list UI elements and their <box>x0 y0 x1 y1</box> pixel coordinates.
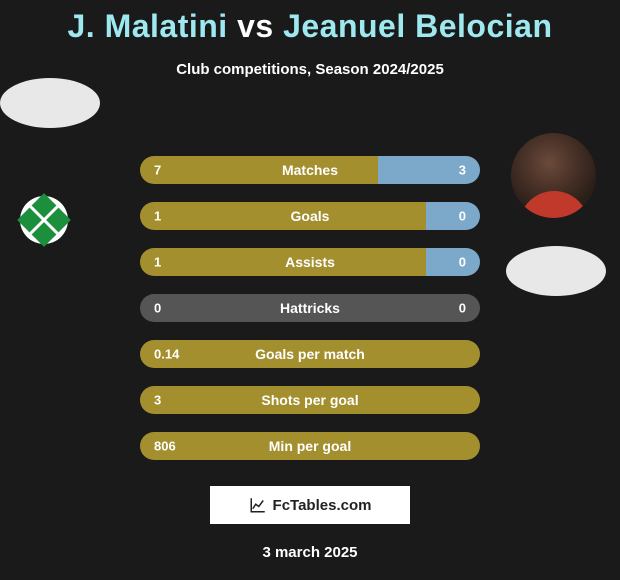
bar-left-fill <box>140 156 378 184</box>
chart-icon <box>249 496 267 514</box>
player2-name: Jeanuel Belocian <box>283 8 552 44</box>
bar-right-value: 3 <box>459 163 466 178</box>
watermark-text: FcTables.com <box>273 497 372 514</box>
bar-right-value: 0 <box>459 255 466 270</box>
stat-bar: 0.14 Goals per match <box>140 340 480 368</box>
player2-avatar <box>511 133 596 218</box>
bar-left-value: 3 <box>154 393 161 408</box>
watermark: FcTables.com <box>210 486 410 524</box>
stat-bar: 3 Shots per goal <box>140 386 480 414</box>
bar-right-value: 0 <box>459 301 466 316</box>
subtitle: Club competitions, Season 2024/2025 <box>0 61 620 78</box>
bar-left-value: 806 <box>154 439 176 454</box>
stat-bar: 0 0 Hattricks <box>140 294 480 322</box>
bar-label: Matches <box>282 162 338 178</box>
comparison-infographic: J. Malatini vs Jeanuel Belocian Club com… <box>0 0 620 580</box>
bar-label: Min per goal <box>269 438 351 454</box>
bar-left-value: 0.14 <box>154 347 179 362</box>
bar-left-value: 0 <box>154 301 161 316</box>
stat-bar: 7 3 Matches <box>140 156 480 184</box>
bar-left-fill <box>140 202 426 230</box>
date-text: 3 march 2025 <box>0 544 620 561</box>
player1-club-logo <box>20 196 68 244</box>
bar-label: Hattricks <box>280 300 340 316</box>
page-title: J. Malatini vs Jeanuel Belocian <box>0 0 620 45</box>
bar-right-value: 0 <box>459 209 466 224</box>
bar-label: Shots per goal <box>261 392 358 408</box>
bar-left-fill <box>140 248 426 276</box>
player2-club-logo <box>506 246 606 296</box>
stat-bar: 1 0 Goals <box>140 202 480 230</box>
bar-left-value: 1 <box>154 209 161 224</box>
bar-label: Goals per match <box>255 346 365 362</box>
vs-text: vs <box>237 8 274 44</box>
player1-avatar <box>0 78 100 128</box>
bar-left-value: 7 <box>154 163 161 178</box>
bar-left-value: 1 <box>154 255 161 270</box>
bar-label: Assists <box>285 254 335 270</box>
bar-label: Goals <box>291 208 330 224</box>
bar-right-fill <box>426 248 480 276</box>
player1-name: J. Malatini <box>67 8 227 44</box>
bar-right-fill <box>426 202 480 230</box>
stat-bar: 1 0 Assists <box>140 248 480 276</box>
stat-bar: 806 Min per goal <box>140 432 480 460</box>
